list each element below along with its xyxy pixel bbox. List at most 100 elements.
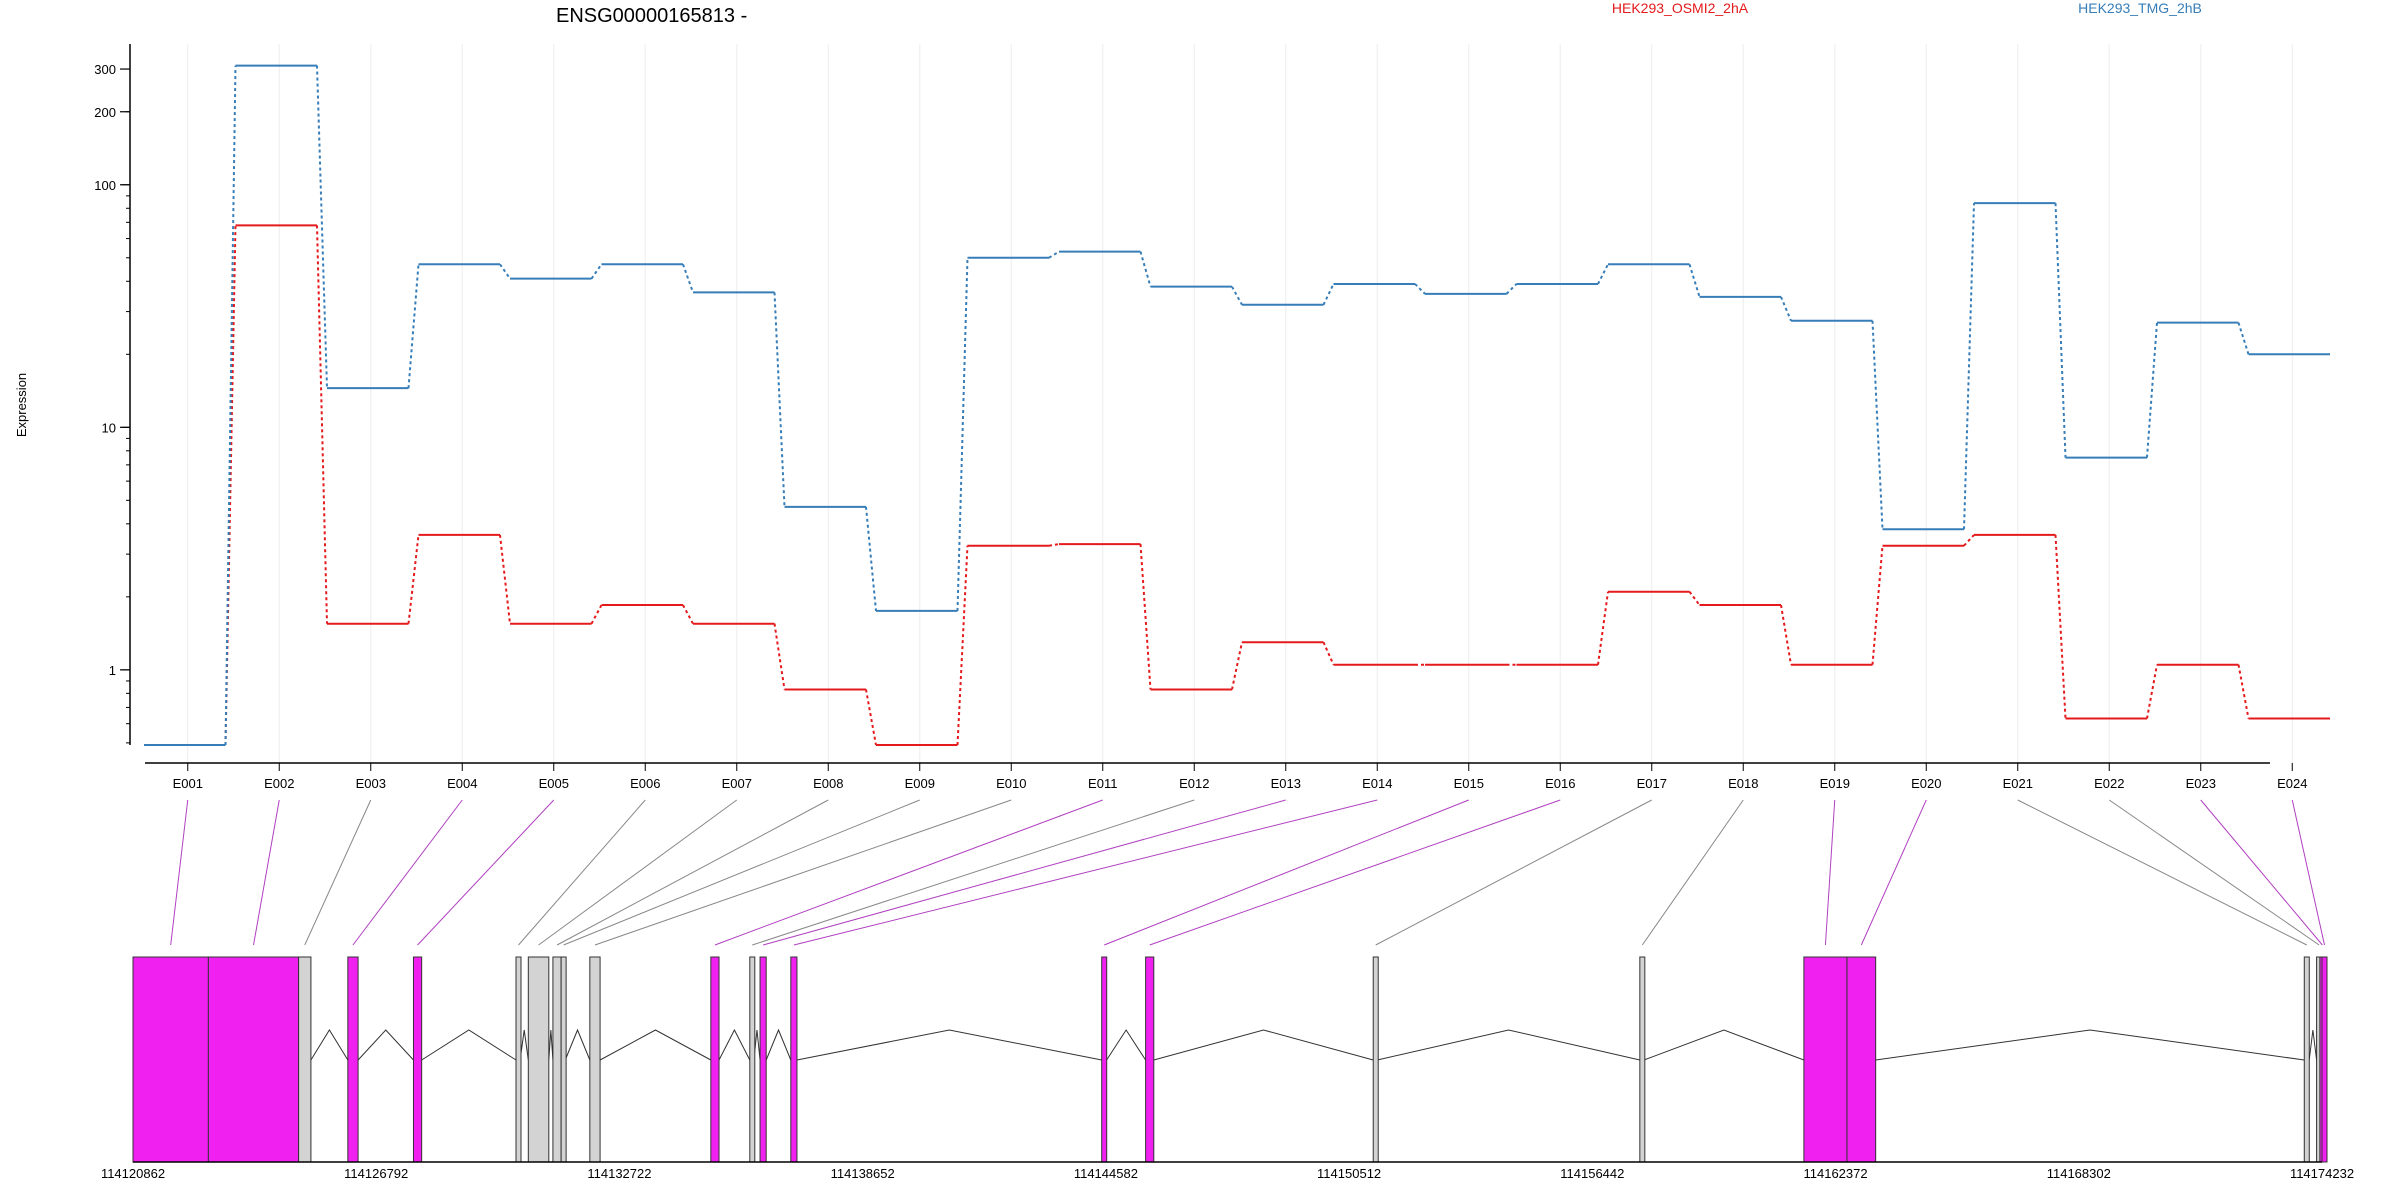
grid-lines: [187, 44, 2293, 765]
series-transition: [1688, 264, 1701, 298]
series-transition: [1780, 604, 1792, 665]
gene-model: [132, 956, 2328, 1163]
series-transition: [1871, 320, 1884, 530]
exon-box: [2303, 956, 2310, 1163]
coord-label: 114168302: [2047, 1166, 2111, 1181]
series-transition: [956, 257, 969, 611]
legend-label: HEK293_TMG_2hB: [2078, 0, 2202, 16]
series-2: [144, 64, 2330, 746]
series-transition: [1871, 545, 1884, 665]
series-transition: [865, 689, 877, 746]
coord-label: 114126792: [344, 1166, 408, 1181]
coord-label: 114150512: [1317, 1166, 1381, 1181]
exon-box: [207, 956, 300, 1163]
intron-line: [548, 1029, 554, 1061]
coord-label: 114174232: [2290, 1166, 2354, 1181]
x-tick-label: E009: [905, 776, 935, 791]
exon-connector: [594, 799, 1012, 946]
series-transition: [1322, 641, 1335, 666]
x-tick-label: E005: [539, 776, 569, 791]
exon-connector: [2200, 799, 2323, 946]
y-tick-label: 300: [94, 62, 116, 77]
exon-box: [1145, 956, 1155, 1163]
series-transition: [1231, 286, 1243, 306]
x-tick-label: E004: [447, 776, 477, 791]
exon-connector: [1149, 799, 1561, 946]
exon-box: [560, 956, 567, 1163]
intron-line: [2308, 1029, 2318, 1061]
y-tick-label: 1: [109, 663, 116, 678]
y-tick-label: 10: [102, 420, 116, 435]
series-transition: [773, 623, 786, 690]
x-tick-label: E010: [996, 776, 1026, 791]
series-transition: [1597, 263, 1609, 285]
exon-box: [347, 956, 359, 1163]
x-tick-label: E002: [264, 776, 294, 791]
exon-connector: [563, 799, 920, 946]
exon-connectors: [170, 799, 2325, 946]
exon-connector: [1641, 799, 1744, 946]
x-tick-label: E024: [2277, 776, 2307, 791]
series-1: [144, 224, 2330, 746]
coord-label: 114132722: [587, 1166, 651, 1181]
series-transition: [499, 263, 511, 280]
series-transition: [1963, 534, 1975, 547]
intron-line: [796, 1029, 1102, 1061]
exon-box: [132, 956, 209, 1163]
series-transition: [1139, 544, 1152, 690]
series-transition: [1597, 591, 1609, 665]
exon-connector: [556, 799, 829, 946]
intron-line: [357, 1029, 414, 1061]
exon-box: [552, 956, 562, 1163]
intron-line: [310, 1029, 349, 1061]
y-tick-label: 100: [94, 178, 116, 193]
exon-connector: [762, 799, 1286, 946]
x-tick-label: E019: [1820, 776, 1850, 791]
series-transition: [1688, 591, 1701, 606]
exon-box: [298, 956, 312, 1163]
exon-connector: [1104, 799, 1469, 946]
exon-connector: [538, 799, 738, 946]
exon-box: [515, 956, 522, 1163]
series-transition: [1963, 203, 1975, 530]
exon-connector: [714, 799, 1103, 946]
coord-label: 114144582: [1074, 1166, 1138, 1181]
x-tick-label: E021: [2003, 776, 2033, 791]
x-tick-label: E013: [1271, 776, 1301, 791]
exon-connector: [1824, 799, 1836, 946]
series-transition: [1231, 642, 1243, 690]
exon-box: [1101, 956, 1108, 1163]
x-tick-label: E001: [173, 776, 203, 791]
exon-connector: [170, 799, 189, 946]
x-tick-label: E022: [2094, 776, 2124, 791]
exon-box: [790, 956, 798, 1163]
series-transition: [224, 65, 237, 746]
series-transition: [224, 225, 237, 746]
exon-box: [759, 956, 767, 1163]
x-tick-label: E003: [356, 776, 386, 791]
exon-connector: [417, 799, 555, 946]
exon-connector: [253, 799, 280, 946]
x-tick-label: E020: [1911, 776, 1941, 791]
series-transition: [2146, 322, 2158, 458]
series-transition: [1048, 250, 1060, 259]
intron-line: [765, 1028, 792, 1061]
exon-box: [527, 956, 550, 1163]
series-transition: [682, 263, 694, 293]
series-transition: [407, 264, 420, 389]
exon-connector: [2108, 799, 2320, 946]
series-transition: [865, 506, 877, 612]
intron-line: [718, 1028, 751, 1061]
coord-label: 114138652: [831, 1166, 895, 1181]
legend-label: HEK293_OSMI2_2hA: [1612, 0, 1749, 16]
series-transition: [590, 604, 603, 625]
series-transition: [407, 534, 420, 624]
exon-box: [1639, 956, 1646, 1163]
exon-connector: [1860, 799, 1927, 946]
series-transition: [590, 263, 603, 280]
exon-box: [2321, 956, 2328, 1163]
intron-line: [1643, 1029, 1805, 1061]
x-tick-label: E018: [1728, 776, 1758, 791]
series-transition: [316, 65, 328, 389]
